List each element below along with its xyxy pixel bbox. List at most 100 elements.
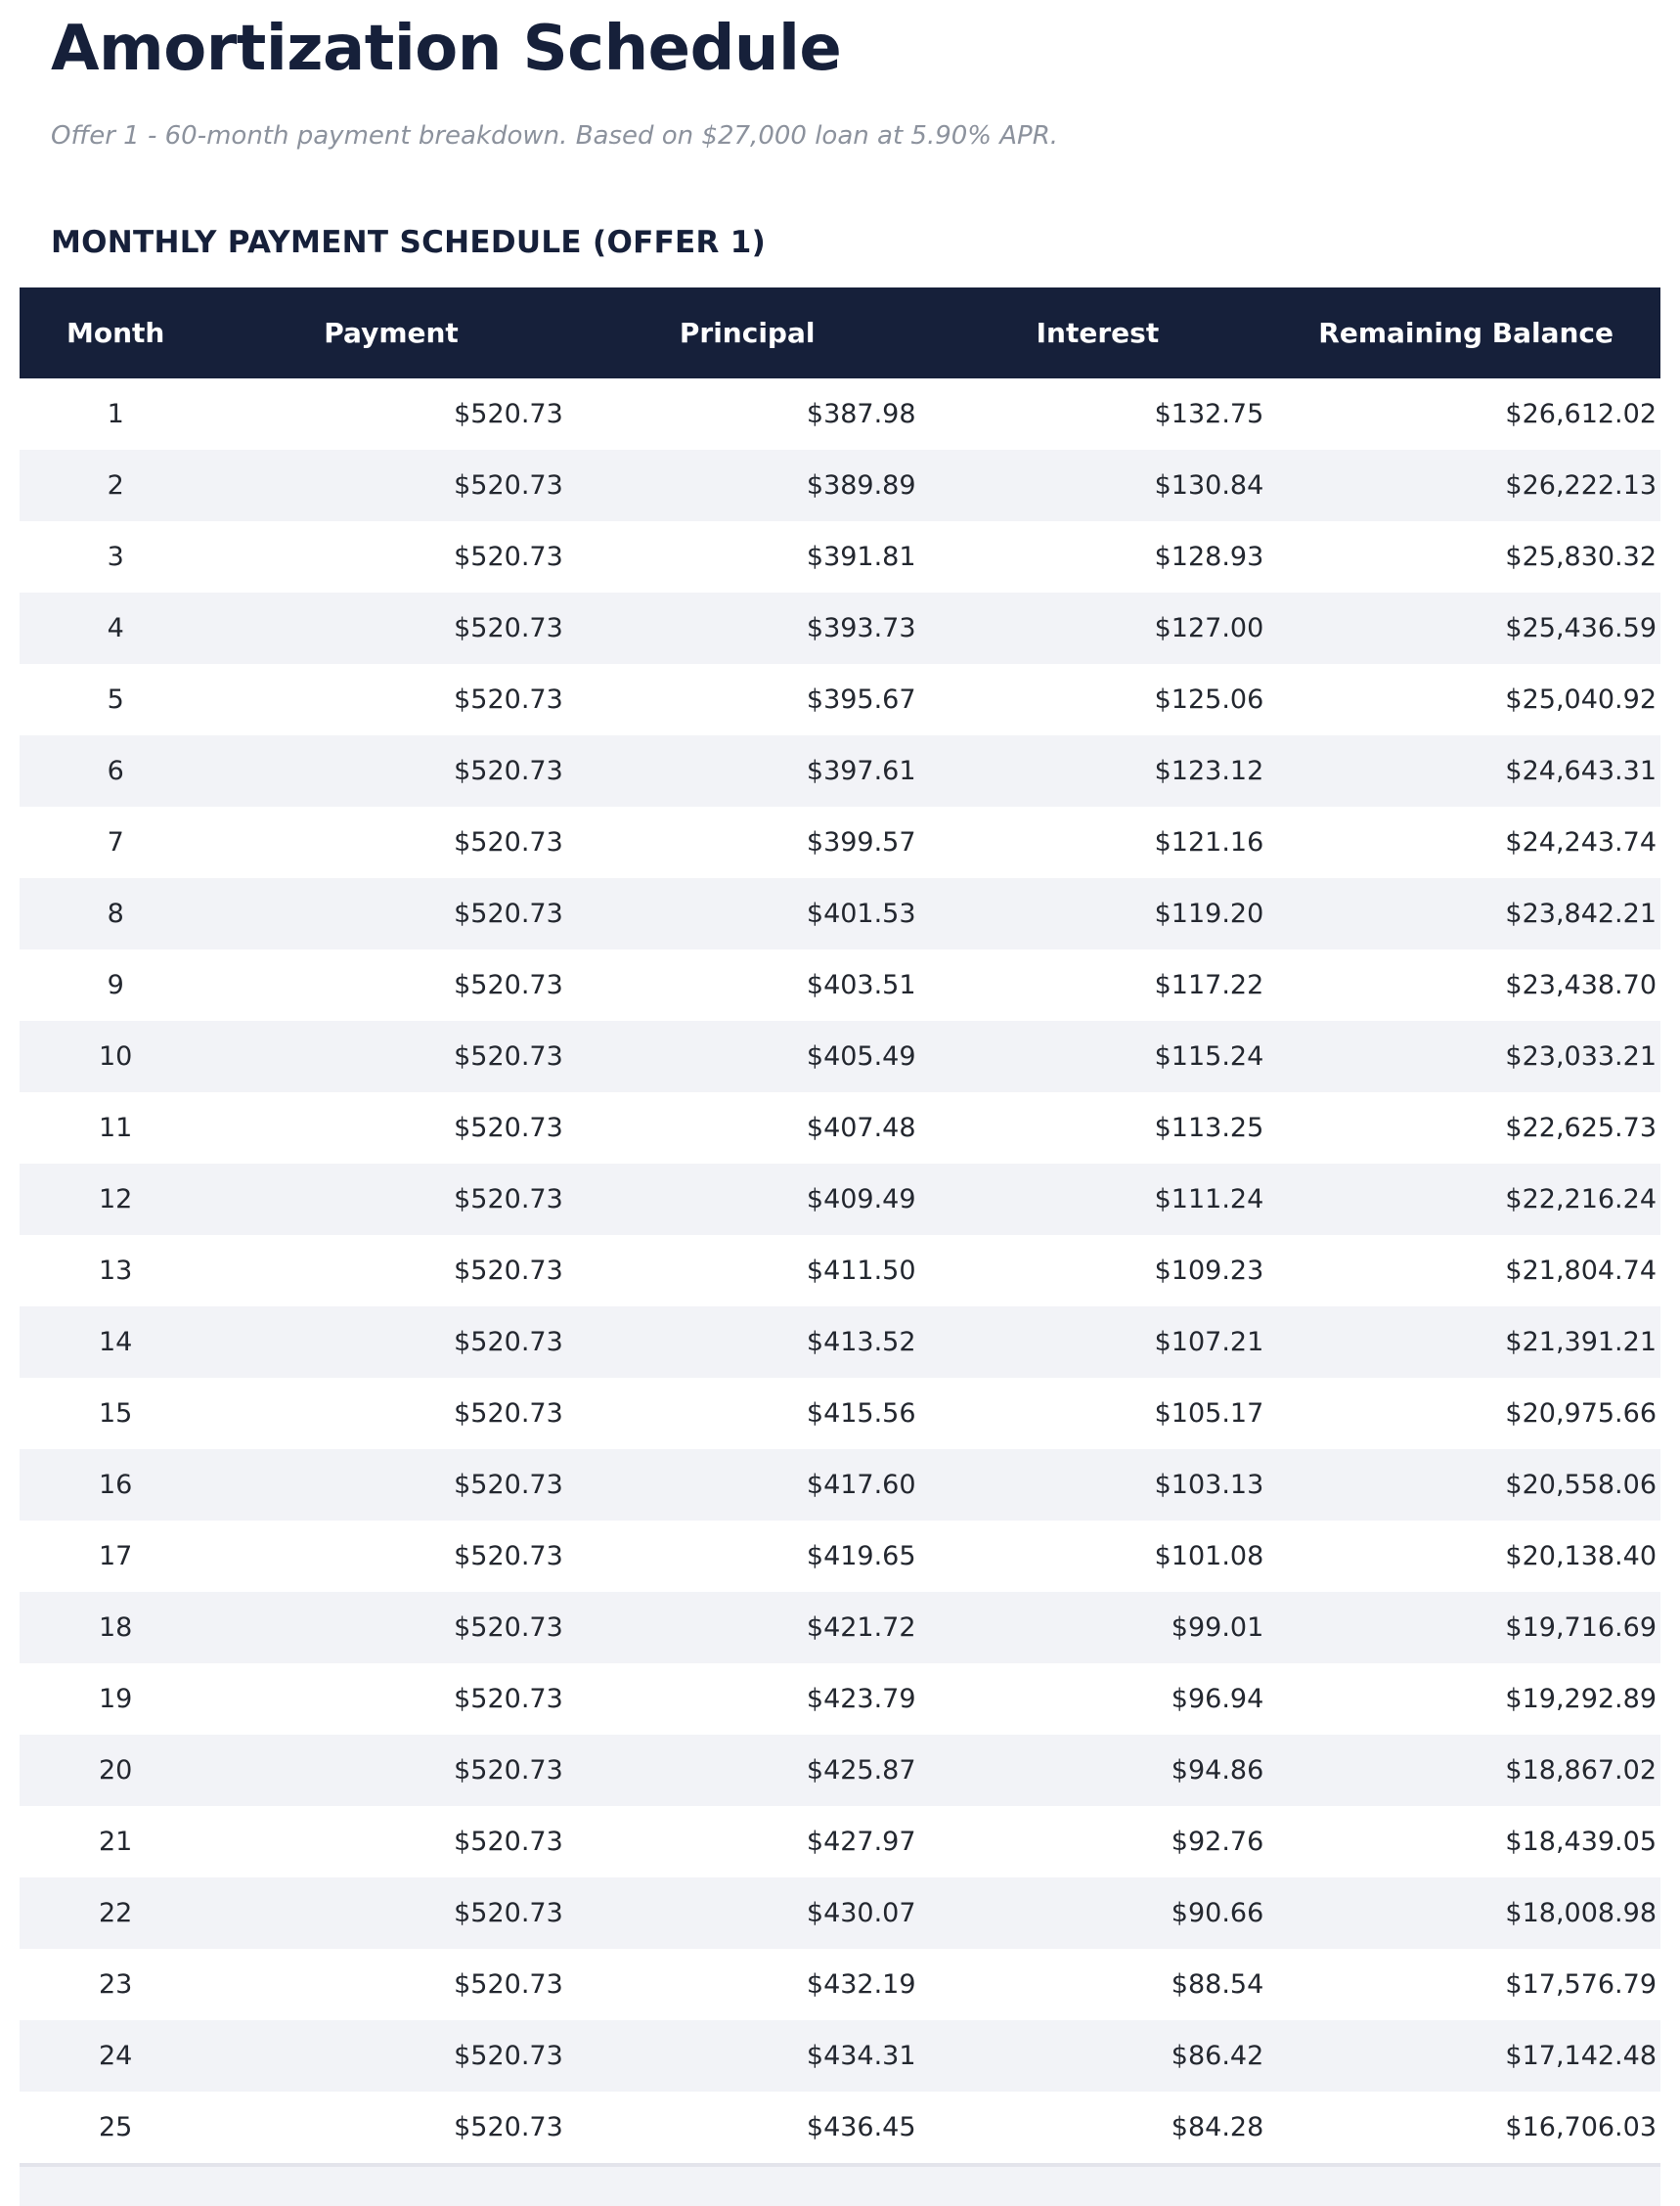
cell-principal: $393.73	[806, 612, 916, 643]
cell-balance: $19,292.89	[1505, 1683, 1657, 1714]
column-header-balance: Remaining Balance	[1271, 287, 1660, 378]
column-header-interest: Interest	[923, 287, 1272, 378]
cell-principal: $432.19	[806, 1968, 916, 2000]
cell-month: 7	[107, 826, 124, 858]
cell-interest: $119.20	[1154, 898, 1264, 929]
cell-month: 6	[107, 755, 124, 786]
cell-principal: $415.56	[806, 1397, 916, 1429]
cell-principal: $427.97	[806, 1826, 916, 1857]
cell-interest: $130.84	[1154, 469, 1264, 501]
cell-payment: $520.73	[454, 2040, 563, 2071]
cell-payment: $520.73	[454, 612, 563, 643]
cell-principal: $397.61	[806, 755, 916, 786]
cell-payment: $520.73	[454, 755, 563, 786]
cell-principal: $405.49	[806, 1040, 916, 1072]
table-row: 23 $520.73 $432.19 $88.54 $17,576.79	[20, 1949, 1660, 2020]
cell-principal: $391.81	[806, 541, 916, 572]
cell-month: 3	[107, 541, 124, 572]
page-title: Amortization Schedule	[51, 13, 842, 85]
cell-payment: $520.73	[454, 1183, 563, 1214]
cell-balance: $19,716.69	[1505, 1611, 1657, 1643]
column-header-principal: Principal	[570, 287, 924, 378]
cell-month: 22	[98, 1897, 133, 1928]
page-subtitle: Offer 1 - 60-month payment breakdown. Ba…	[51, 120, 1059, 151]
cell-payment: $520.73	[454, 1040, 563, 1072]
cell-interest: $113.25	[1154, 1112, 1264, 1143]
cell-interest: $84.28	[1171, 2111, 1264, 2142]
cell-interest: $125.06	[1154, 684, 1264, 715]
table-row: 5 $520.73 $395.67 $125.06 $25,040.92	[20, 664, 1660, 735]
cell-payment: $520.73	[454, 1754, 563, 1786]
cell-interest: $92.76	[1171, 1826, 1264, 1857]
cell-payment: $520.73	[454, 398, 563, 429]
cell-interest: $117.22	[1154, 969, 1264, 1000]
column-header-payment: Payment	[211, 287, 571, 378]
next-row-partial	[20, 2162, 1660, 2206]
cell-principal: $399.57	[806, 826, 916, 858]
cell-interest: $123.12	[1154, 755, 1264, 786]
cell-payment: $520.73	[454, 1897, 563, 1928]
cell-interest: $103.13	[1154, 1469, 1264, 1500]
table-row: 8 $520.73 $401.53 $119.20 $23,842.21	[20, 877, 1660, 949]
cell-interest: $115.24	[1154, 1040, 1264, 1072]
cell-principal: $423.79	[806, 1683, 916, 1714]
table-row: 13 $520.73 $411.50 $109.23 $21,804.74	[20, 1235, 1660, 1306]
cell-balance: $26,612.02	[1505, 398, 1657, 429]
cell-payment: $520.73	[454, 1611, 563, 1643]
cell-balance: $25,436.59	[1505, 612, 1657, 643]
cell-principal: $430.07	[806, 1897, 916, 1928]
cell-interest: $128.93	[1154, 541, 1264, 572]
table-row: 14 $520.73 $413.52 $107.21 $21,391.21	[20, 1305, 1660, 1378]
table-row: 4 $520.73 $393.73 $127.00 $25,436.59	[20, 592, 1660, 664]
cell-principal: $434.31	[806, 2040, 916, 2071]
cell-payment: $520.73	[454, 826, 563, 858]
cell-payment: $520.73	[454, 1397, 563, 1429]
cell-balance: $22,625.73	[1505, 1112, 1657, 1143]
table-row: 9 $520.73 $403.51 $117.22 $23,438.70	[20, 949, 1660, 1021]
cell-payment: $520.73	[454, 1540, 563, 1571]
cell-balance: $18,867.02	[1505, 1754, 1657, 1786]
cell-balance: $21,391.21	[1505, 1326, 1657, 1357]
cell-month: 20	[98, 1754, 133, 1786]
cell-payment: $520.73	[454, 2111, 563, 2142]
cell-payment: $520.73	[454, 898, 563, 929]
cell-payment: $520.73	[454, 1683, 563, 1714]
cell-balance: $25,040.92	[1505, 684, 1657, 715]
table-row: 20 $520.73 $425.87 $94.86 $18,867.02	[20, 1734, 1660, 1806]
cell-interest: $107.21	[1154, 1326, 1264, 1357]
table-row: 1 $520.73 $387.98 $132.75 $26,612.02	[20, 378, 1660, 450]
cell-balance: $24,643.31	[1505, 755, 1657, 786]
cell-balance: $24,243.74	[1505, 826, 1657, 858]
cell-payment: $520.73	[454, 1826, 563, 1857]
cell-balance: $26,222.13	[1505, 469, 1657, 501]
table-row: 18 $520.73 $421.72 $99.01 $19,716.69	[20, 1591, 1660, 1663]
cell-month: 15	[98, 1397, 133, 1429]
amortization-table: Month Payment Principal Interest Remaini…	[20, 287, 1660, 2163]
table-row: 10 $520.73 $405.49 $115.24 $23,033.21	[20, 1020, 1660, 1092]
cell-payment: $520.73	[454, 684, 563, 715]
cell-balance: $22,216.24	[1505, 1183, 1657, 1214]
cell-balance: $23,033.21	[1505, 1040, 1657, 1072]
cell-balance: $20,138.40	[1505, 1540, 1657, 1571]
cell-balance: $18,439.05	[1505, 1826, 1657, 1857]
cell-payment: $520.73	[454, 1968, 563, 2000]
cell-month: 5	[107, 684, 124, 715]
cell-principal: $389.89	[806, 469, 916, 501]
table-row: 21 $520.73 $427.97 $92.76 $18,439.05	[20, 1806, 1660, 1877]
cell-payment: $520.73	[454, 1112, 563, 1143]
cell-principal: $413.52	[806, 1326, 916, 1357]
cell-interest: $111.24	[1154, 1183, 1264, 1214]
cell-principal: $421.72	[806, 1611, 916, 1643]
cell-balance: $17,576.79	[1505, 1968, 1657, 2000]
table-row: 24 $520.73 $434.31 $86.42 $17,142.48	[20, 2019, 1660, 2092]
table-row: 25 $520.73 $436.45 $84.28 $16,706.03	[20, 2092, 1660, 2163]
cell-principal: $395.67	[806, 684, 916, 715]
cell-month: 13	[98, 1255, 133, 1286]
cell-balance: $23,842.21	[1505, 898, 1657, 929]
cell-month: 9	[107, 969, 124, 1000]
cell-interest: $99.01	[1171, 1611, 1264, 1643]
cell-month: 16	[98, 1469, 133, 1500]
cell-interest: $121.16	[1154, 826, 1264, 858]
cell-balance: $16,706.03	[1505, 2111, 1657, 2142]
cell-month: 14	[98, 1326, 133, 1357]
